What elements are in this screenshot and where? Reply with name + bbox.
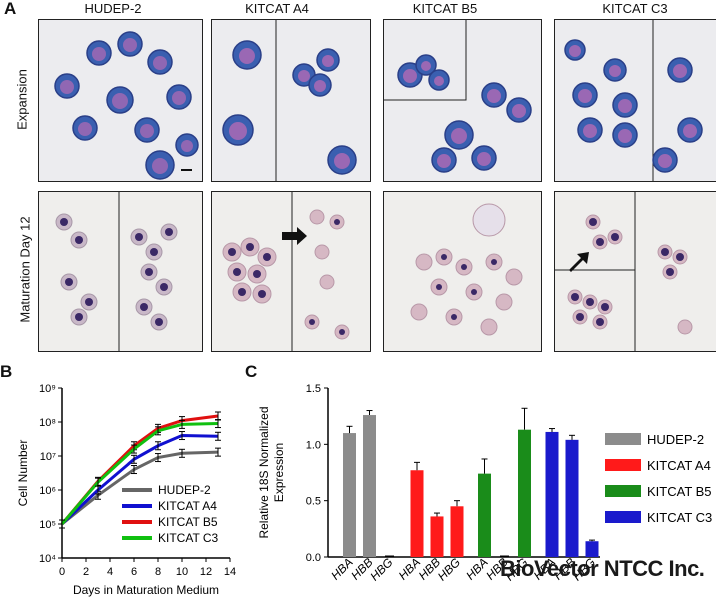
column-title-kitcat-a4: KITCAT A4 <box>245 1 309 16</box>
arrow-icon <box>569 252 589 272</box>
micrograph-maturation-kitcat-b5 <box>383 191 542 352</box>
bar-1-0 <box>410 470 424 557</box>
micrograph-expansion-kitcat-a4 <box>211 19 371 182</box>
bar-3-2 <box>585 541 599 557</box>
y-tick-label: 10⁴ <box>39 553 56 565</box>
cell-image <box>564 20 703 181</box>
y-tick-label: 1.5 <box>306 383 321 395</box>
x-tick-label: 0 <box>59 566 65 578</box>
watermark-text: BioVector NTCC Inc. <box>500 556 705 581</box>
x-tick-label: 6 <box>131 566 137 578</box>
x-tick-label: 14 <box>224 566 236 578</box>
y-tick-label: 10⁸ <box>39 417 56 429</box>
x-tick-label: 2 <box>83 566 89 578</box>
micrograph-expansion-kitcat-c3 <box>554 19 716 182</box>
micrograph-maturation-hudep2 <box>38 191 203 352</box>
legend-label: HUDEP-2 <box>647 432 704 447</box>
arrow-icon <box>282 227 307 245</box>
bar-1-2 <box>450 506 464 557</box>
y-tick-label: 0.5 <box>306 496 321 508</box>
cell-image <box>222 192 350 351</box>
series-line-0 <box>61 450 219 526</box>
y-axis-title-line1: Relative 18S Normalized <box>257 406 271 538</box>
y-axis-title: Cell Number <box>16 440 30 507</box>
series-line-1 <box>60 434 219 526</box>
y-tick-label: 10⁹ <box>39 383 56 395</box>
x-tick-label: HBG <box>435 555 463 583</box>
micrograph-maturation-kitcat-c3 <box>554 191 716 352</box>
x-tick-label: HBG <box>367 555 395 583</box>
row-label-expansion: Expansion <box>14 69 30 130</box>
cell-image <box>410 203 523 336</box>
y-axis-title-line2: Expression <box>272 443 286 502</box>
legend-label: KITCAT C3 <box>158 531 219 545</box>
bar-1-1 <box>430 516 444 557</box>
column-title-kitcat-b5: KITCAT B5 <box>412 1 478 16</box>
y-tick-label: 1.0 <box>306 439 321 451</box>
legend-swatch <box>605 485 641 497</box>
column-title-hudep2: HUDEP-2 <box>84 1 142 16</box>
x-axis-title: Days in Maturation Medium <box>73 583 219 597</box>
x-tick-label: 12 <box>200 566 212 578</box>
x-tick-label: 4 <box>107 566 113 578</box>
series-line-3 <box>60 422 219 525</box>
cell-image <box>384 20 532 173</box>
y-tick-label: 10⁶ <box>39 485 56 497</box>
legend-swatch <box>605 459 641 471</box>
legend-label: KITCAT A4 <box>647 458 711 473</box>
legend-swatch <box>605 511 641 523</box>
bar-2-0 <box>478 473 491 557</box>
cell-image <box>55 192 178 351</box>
legend-swatch <box>605 433 641 445</box>
row-label-maturation: Maturation Day 12 <box>17 216 33 323</box>
y-tick-label: 10⁵ <box>39 519 56 531</box>
panel-a-letter: A <box>4 0 17 18</box>
y-tick-label: 10⁷ <box>40 451 56 463</box>
bar-0-1 <box>363 415 376 557</box>
cell-image <box>222 20 357 181</box>
growth-curve-chart: 0 2 4 6 8 10 12 14 10⁴ 10⁵ 10⁶ 10⁷ 10⁸ 10⁹ Days in Mat… <box>16 383 236 597</box>
micrograph-expansion-hudep2 <box>38 19 203 182</box>
panel-b-letter: B <box>0 362 13 381</box>
bar-3-1 <box>565 439 579 557</box>
x-tick-label: 8 <box>155 566 161 578</box>
micrograph-maturation-kitcat-a4 <box>211 191 371 352</box>
bar-2-2 <box>518 429 531 557</box>
panel-c-letter: C <box>245 362 258 381</box>
cell-image <box>555 192 693 351</box>
cell-image <box>54 31 199 180</box>
legend-label: KITCAT B5 <box>647 484 712 499</box>
micrograph-expansion-kitcat-b5 <box>383 19 542 182</box>
expression-bar-chart: 0.0 0.5 1.0 1.5 Relative 18S Normalized Expre… <box>257 383 712 584</box>
legend-label: KITCAT C3 <box>647 510 712 525</box>
bar-0-0 <box>343 433 356 557</box>
bar-3-0 <box>545 431 559 557</box>
x-tick-label: 10 <box>176 566 188 578</box>
y-tick-label: 0.0 <box>306 552 321 564</box>
legend-label: KITCAT A4 <box>158 499 217 513</box>
legend-label: KITCAT B5 <box>158 515 218 529</box>
legend-label: HUDEP-2 <box>158 483 211 497</box>
column-title-kitcat-c3: KITCAT C3 <box>602 1 668 16</box>
